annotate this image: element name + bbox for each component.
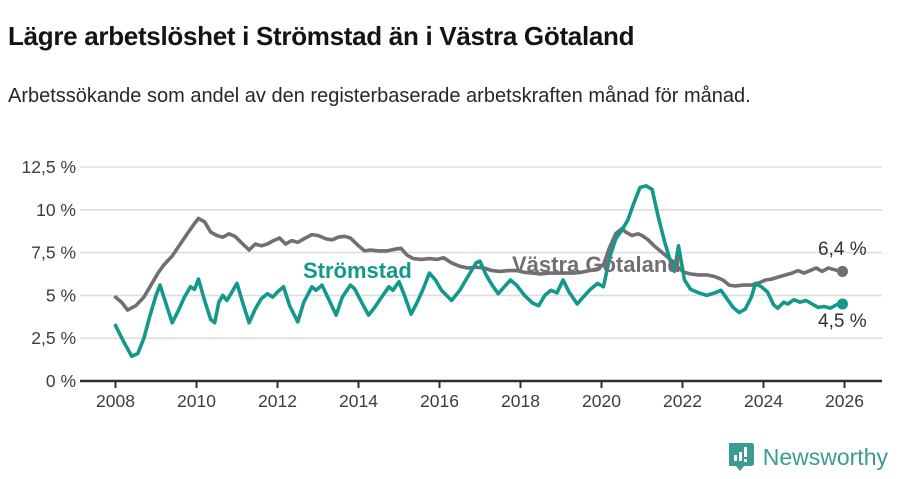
- y-axis-tick-label: 0 %: [46, 371, 76, 391]
- series-end-dot-str-mstad: [836, 298, 848, 310]
- x-axis-tick-label: 2026: [825, 391, 864, 411]
- newsworthy-brand-name: Newsworthy: [762, 443, 888, 470]
- series-line-str-mstad: [113, 184, 845, 358]
- x-axis-tick-label: 2024: [744, 391, 783, 411]
- x-axis-tick-label: 2018: [501, 391, 540, 411]
- x-axis-tick-label: 2012: [258, 391, 297, 411]
- newsworthy-attribution: Newsworthy: [728, 442, 888, 472]
- x-axis-tick-label: 2010: [177, 391, 216, 411]
- y-axis-tick-label: 5 %: [46, 285, 76, 305]
- series-label-vastra-gotaland: Västra Götaland: [512, 252, 681, 277]
- page-title: Lägre arbetslöshet i Strömstad än i Väst…: [8, 21, 635, 52]
- end-value-label-vastra-gotaland: 6,4 %: [818, 239, 867, 260]
- y-axis-tick-label: 7,5 %: [31, 243, 76, 263]
- x-axis-tick-label: 2008: [96, 391, 135, 411]
- newsworthy-logo-icon: [728, 443, 754, 471]
- series-end-dot-v-stra-g-taland: [836, 265, 848, 277]
- y-axis-tick-label: 2,5 %: [31, 328, 76, 348]
- end-value-label-stromstad: 4,5 %: [818, 311, 867, 332]
- page-subtitle: Arbetssökande som andel av den registerb…: [8, 85, 751, 107]
- x-axis-tick-label: 2022: [663, 391, 702, 411]
- y-axis-tick-label: 10 %: [36, 200, 76, 220]
- series-label-stromstad: Strömstad: [303, 258, 412, 283]
- x-axis-tick-label: 2016: [420, 391, 459, 411]
- x-axis-tick-label: 2020: [582, 391, 621, 411]
- x-axis-tick-label: 2014: [339, 391, 378, 411]
- series-line-v-stra-g-taland: [113, 216, 845, 312]
- y-axis-tick-label: 12,5 %: [22, 157, 76, 177]
